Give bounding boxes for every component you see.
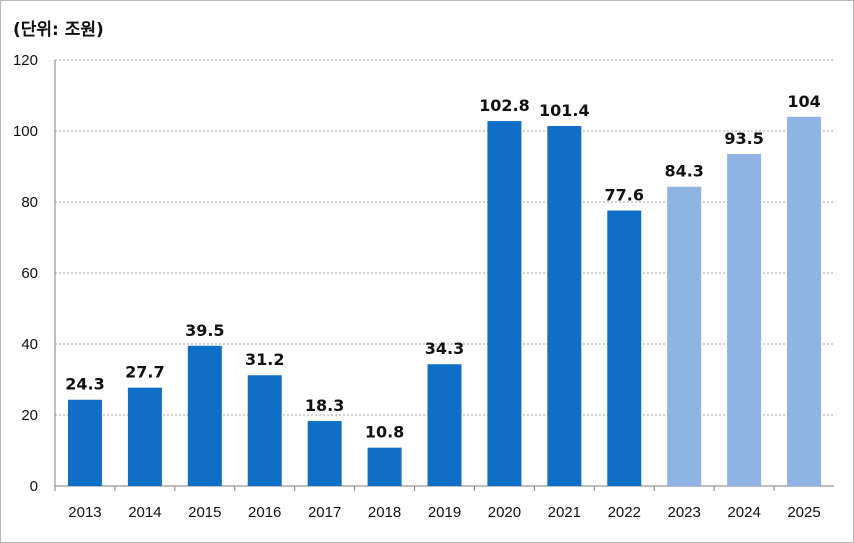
bar	[127, 387, 162, 486]
bar	[367, 447, 402, 486]
x-tick-label: 2025	[787, 504, 820, 521]
data-label: 39.5	[185, 321, 224, 340]
x-tick-label: 2015	[188, 504, 221, 521]
x-tick-label: 2020	[488, 504, 521, 521]
bar	[727, 154, 762, 486]
x-tick-label: 2024	[727, 504, 760, 521]
data-label: 27.7	[125, 363, 164, 382]
y-tick-label: 0	[30, 478, 38, 495]
data-label: 84.3	[664, 162, 703, 181]
data-label: 18.3	[305, 396, 344, 415]
bar	[487, 121, 522, 486]
bar	[187, 345, 222, 486]
bar	[787, 116, 822, 487]
data-label: 24.3	[65, 375, 104, 394]
y-tick-label: 40	[21, 336, 38, 353]
bar	[67, 399, 102, 486]
x-tick-label: 2018	[368, 504, 401, 521]
bar	[427, 364, 462, 486]
data-label: 102.8	[479, 96, 530, 115]
data-label: 104	[787, 92, 820, 111]
bar	[307, 421, 342, 486]
y-tick-label: 100	[13, 123, 38, 140]
x-tick-label: 2022	[608, 504, 641, 521]
y-tick-label: 20	[21, 407, 38, 424]
data-label: 31.2	[245, 350, 284, 369]
y-tick-label: 60	[21, 265, 38, 282]
bar	[607, 210, 642, 486]
bar	[547, 126, 582, 486]
y-tick-label: 120	[13, 52, 38, 69]
data-label: 93.5	[724, 129, 763, 148]
x-tick-label: 2014	[128, 504, 161, 521]
x-tick-label: 2013	[68, 504, 101, 521]
data-label: 77.6	[605, 186, 644, 205]
data-label: 34.3	[425, 339, 464, 358]
unit-label: (단위: 조원)	[13, 20, 104, 40]
bar	[667, 186, 702, 487]
x-tick-label: 2016	[248, 504, 281, 521]
x-tick-label: 2019	[428, 504, 461, 521]
data-label: 10.8	[365, 423, 404, 442]
data-label: 101.4	[539, 101, 590, 120]
x-tick-label: 2021	[548, 504, 581, 521]
x-tick-label: 2023	[668, 504, 701, 521]
x-tick-label: 2017	[308, 504, 341, 521]
y-tick-label: 80	[21, 194, 38, 211]
bar	[247, 375, 282, 486]
